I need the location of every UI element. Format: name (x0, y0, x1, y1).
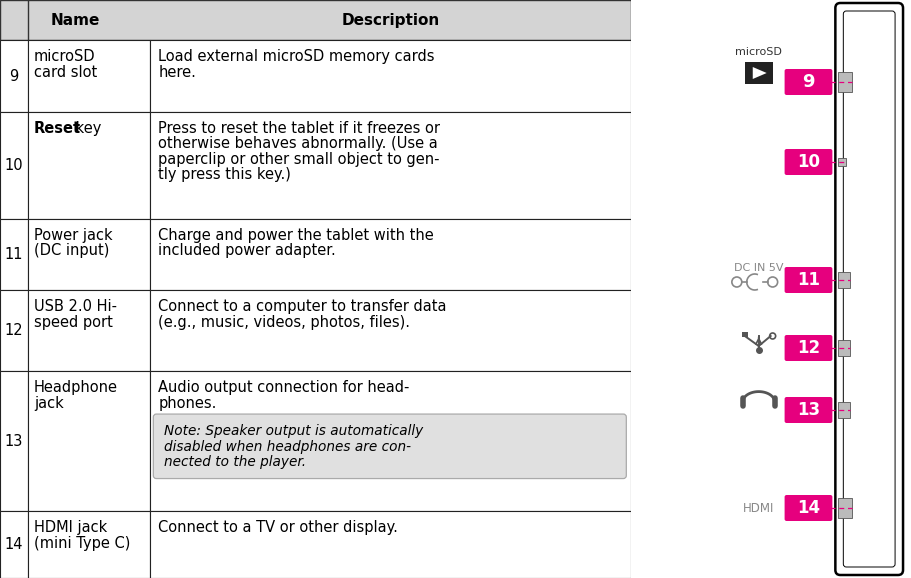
Text: included power adapter.: included power adapter. (159, 243, 336, 258)
Text: Audio output connection for head-: Audio output connection for head- (159, 380, 410, 395)
Text: Connect to a TV or other display.: Connect to a TV or other display. (159, 520, 398, 535)
FancyBboxPatch shape (784, 267, 833, 293)
Bar (0, 290, 28, 371)
Text: jack: jack (34, 395, 64, 410)
FancyBboxPatch shape (745, 62, 773, 84)
Text: 9: 9 (803, 73, 814, 91)
FancyBboxPatch shape (784, 69, 833, 95)
Bar (742, 332, 748, 337)
Bar (28, 219, 150, 290)
FancyBboxPatch shape (784, 397, 833, 423)
Bar (28, 371, 150, 512)
Text: Note: Speaker output is automatically: Note: Speaker output is automatically (164, 424, 424, 438)
Text: USB 2.0 Hi-: USB 2.0 Hi- (34, 299, 118, 314)
Text: 11: 11 (5, 247, 24, 262)
Text: 9: 9 (9, 69, 18, 84)
Text: 10: 10 (797, 153, 820, 171)
FancyBboxPatch shape (835, 3, 903, 575)
Text: card slot: card slot (34, 65, 97, 80)
Text: Description: Description (342, 13, 440, 28)
Text: Reset: Reset (34, 121, 81, 136)
Text: (DC input): (DC input) (34, 243, 109, 258)
Text: HDMI jack: HDMI jack (34, 520, 107, 535)
Bar (0, 512, 28, 578)
Bar (0, 0, 631, 40)
Text: 14: 14 (797, 499, 820, 517)
Text: speed port: speed port (34, 314, 113, 329)
Bar (28, 40, 150, 112)
Text: key: key (71, 121, 101, 136)
Text: Charge and power the tablet with the: Charge and power the tablet with the (159, 228, 434, 243)
FancyBboxPatch shape (784, 335, 833, 361)
Text: Name: Name (50, 13, 100, 28)
Text: HDMI: HDMI (743, 502, 774, 514)
Text: microSD: microSD (34, 50, 96, 64)
Bar (838, 272, 850, 288)
Text: Press to reset the tablet if it freezes or: Press to reset the tablet if it freezes … (159, 121, 440, 136)
Text: otherwise behaves abnormally. (Use a: otherwise behaves abnormally. (Use a (159, 136, 438, 151)
Bar (0, 40, 28, 112)
FancyBboxPatch shape (784, 149, 833, 175)
Text: DC IN 5V: DC IN 5V (734, 263, 783, 273)
Text: here.: here. (159, 65, 196, 80)
Bar (0, 112, 28, 219)
Bar (150, 40, 631, 112)
Text: phones.: phones. (159, 395, 217, 410)
Text: paperclip or other small object to gen-: paperclip or other small object to gen- (159, 152, 440, 167)
Bar (838, 72, 853, 92)
Bar (150, 112, 631, 219)
Text: 12: 12 (797, 339, 820, 357)
Bar (28, 112, 150, 219)
Bar (838, 402, 850, 418)
Text: tly press this key.): tly press this key.) (159, 167, 292, 182)
Text: (e.g., music, videos, photos, files).: (e.g., music, videos, photos, files). (159, 314, 410, 329)
Bar (0, 219, 28, 290)
Text: 14: 14 (5, 537, 24, 552)
Bar (838, 498, 853, 518)
Text: nected to the player.: nected to the player. (164, 455, 306, 469)
Text: microSD: microSD (735, 47, 783, 57)
Text: (mini Type C): (mini Type C) (34, 536, 130, 551)
Bar (28, 290, 150, 371)
Text: 11: 11 (797, 271, 820, 289)
Bar (28, 512, 150, 578)
Bar (28, 0, 631, 40)
Text: Headphone: Headphone (34, 380, 118, 395)
Text: Power jack: Power jack (34, 228, 113, 243)
Text: Load external microSD memory cards: Load external microSD memory cards (159, 50, 435, 64)
Bar (150, 219, 631, 290)
FancyBboxPatch shape (153, 414, 627, 479)
Polygon shape (752, 67, 767, 79)
Text: 13: 13 (5, 434, 23, 449)
FancyBboxPatch shape (784, 495, 833, 521)
Bar (838, 158, 846, 166)
Text: Connect to a computer to transfer data: Connect to a computer to transfer data (159, 299, 446, 314)
Text: 13: 13 (797, 401, 820, 419)
Bar (150, 512, 631, 578)
Bar (150, 371, 631, 512)
Text: disabled when headphones are con-: disabled when headphones are con- (164, 439, 412, 454)
Bar (838, 340, 850, 356)
Bar (0, 371, 28, 512)
Bar (150, 290, 631, 371)
Text: 12: 12 (5, 323, 24, 338)
Text: 10: 10 (5, 158, 24, 173)
